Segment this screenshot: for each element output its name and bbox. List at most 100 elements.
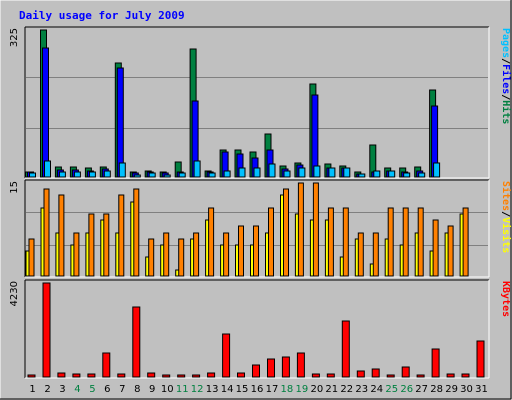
- legend-part: Visits: [500, 217, 512, 253]
- bar-sites: [357, 232, 364, 277]
- bar-pages: [103, 170, 111, 178]
- x-tick-label: 15: [236, 384, 249, 395]
- chart-panels: 325 Pages/Files/Hits 15 Sites / Visits 4230 KBy…: [9, 26, 512, 379]
- bar-kbytes: [341, 320, 350, 378]
- x-tick-label: 9: [149, 384, 155, 395]
- x-tick-label: 12: [191, 384, 204, 395]
- x-tick-label: 21: [325, 384, 338, 395]
- bar-pages: [358, 173, 366, 178]
- y-max-label: 4230: [9, 281, 20, 306]
- x-tick-label: 30: [460, 384, 473, 395]
- x-tick-label: 19: [296, 384, 309, 395]
- x-tick-label: 17: [266, 384, 279, 395]
- bar-sites: [28, 238, 35, 277]
- bar-sites: [118, 194, 125, 277]
- bar-sites: [268, 207, 274, 277]
- bar-pages: [178, 172, 186, 178]
- bar-sites: [447, 225, 454, 277]
- bar-sites: [402, 207, 409, 277]
- x-tick-label: 29: [445, 384, 458, 395]
- bar-pages: [73, 171, 81, 178]
- x-tick-label: 13: [206, 384, 219, 395]
- bar-pages: [283, 170, 291, 178]
- plot-area: [25, 27, 489, 178]
- bar-pages: [58, 171, 66, 178]
- bar-pages: [373, 170, 381, 178]
- legend-part: Sites: [500, 181, 512, 211]
- x-tick-label: 16: [251, 384, 264, 395]
- bar-pages: [328, 167, 336, 178]
- x-tick-label: 31: [475, 384, 488, 395]
- bar-kbytes: [446, 373, 455, 378]
- bar-sites: [133, 188, 140, 277]
- bar-kbytes: [207, 372, 216, 378]
- bar-sites: [297, 182, 304, 277]
- x-tick-label: 18: [281, 384, 294, 395]
- y-max-label: 325: [9, 28, 20, 47]
- bar-kbytes: [147, 372, 156, 378]
- legend-part: Files: [500, 64, 512, 94]
- bar-pages: [148, 172, 156, 178]
- bar-sites: [253, 225, 259, 277]
- legend-part: Pages: [500, 28, 511, 58]
- bar-sites: [238, 225, 244, 277]
- bar-kbytes: [461, 373, 470, 378]
- x-tick-label: 25: [385, 384, 398, 395]
- legend-part: /: [500, 94, 511, 100]
- bar-kbytes: [252, 364, 260, 378]
- bar-kbytes: [132, 306, 141, 378]
- bar-kbytes: [192, 374, 201, 378]
- bar-kbytes: [72, 373, 81, 378]
- bar-kbytes: [311, 373, 320, 378]
- bar-pages: [343, 167, 351, 178]
- bar-kbytes: [431, 348, 440, 378]
- x-tick-label: 20: [311, 384, 324, 395]
- bar-pages: [44, 160, 51, 178]
- x-tick-label: 1: [29, 384, 35, 395]
- bar-kbytes: [177, 374, 186, 378]
- bar-pages: [388, 170, 396, 178]
- x-tick-label: 23: [355, 384, 368, 395]
- x-tick-label: 6: [104, 384, 110, 395]
- bar-sites: [148, 238, 155, 277]
- x-tick-label: 26: [400, 384, 413, 395]
- bar-pages: [163, 174, 171, 178]
- bar-pages: [223, 170, 231, 178]
- panel-bottom: 4230 KBytes: [9, 279, 511, 379]
- bar-pages: [268, 163, 276, 178]
- bar-pages: [118, 162, 126, 178]
- panel-top: 325 Pages/Files/Hits: [9, 26, 512, 179]
- bar-kbytes: [356, 370, 365, 378]
- x-tick-label: 3: [59, 384, 65, 395]
- bar-kbytes: [222, 333, 231, 378]
- legend-part: KBytes: [500, 281, 511, 317]
- bar-sites: [103, 213, 110, 277]
- bar-kbytes: [42, 282, 51, 378]
- bar-pages: [403, 172, 411, 178]
- bar-sites: [178, 238, 185, 277]
- bar-pages: [433, 162, 441, 178]
- y-max-label: 15: [9, 181, 20, 194]
- series-legend-label: KBytes: [500, 281, 511, 317]
- bar-sites: [417, 207, 424, 277]
- bar-kbytes: [267, 358, 275, 378]
- bar-pages: [88, 171, 96, 178]
- x-tick-label: 5: [89, 384, 95, 395]
- legend-part: /: [500, 58, 511, 64]
- bar-sites: [58, 194, 65, 277]
- bar-sites: [193, 232, 200, 277]
- chart-title: Daily usage for July 2009: [19, 9, 185, 22]
- x-tick-label: 2: [44, 384, 50, 395]
- bar-kbytes: [416, 374, 425, 378]
- bar-sites: [312, 182, 319, 277]
- x-tick-label: 11: [176, 384, 189, 395]
- bar-pages: [193, 160, 201, 178]
- bar-pages: [298, 167, 306, 178]
- series-legend-label: Pages/Files/Hits: [500, 28, 512, 124]
- bar-kbytes: [326, 373, 335, 378]
- panel-middle: 15 Sites/Visits: [9, 179, 512, 278]
- x-tick-label: 24: [370, 384, 383, 395]
- bar-kbytes: [371, 368, 380, 378]
- bar-kbytes: [296, 352, 305, 378]
